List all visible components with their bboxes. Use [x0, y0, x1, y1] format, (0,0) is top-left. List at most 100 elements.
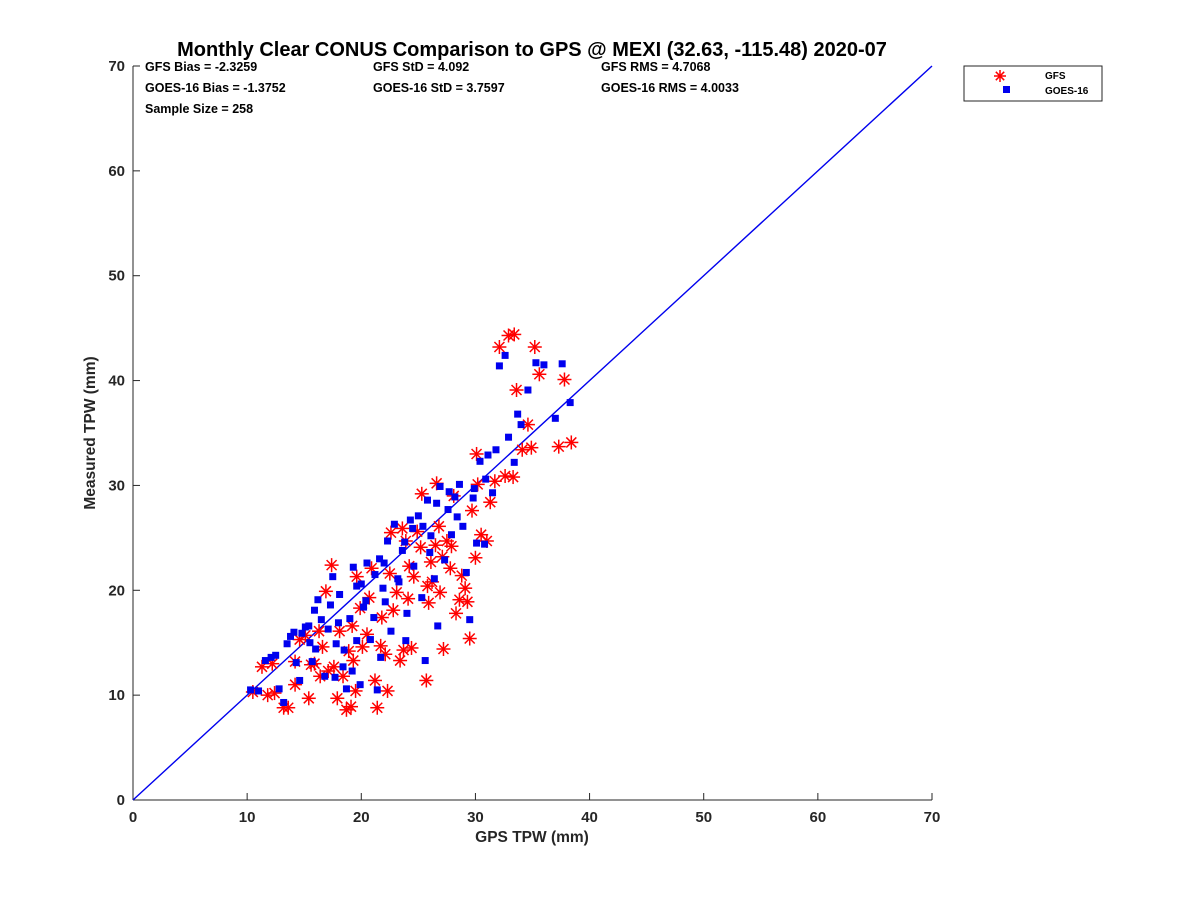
goes-point: [410, 562, 418, 570]
goes-point: [348, 667, 356, 675]
gfs-point: [301, 691, 316, 706]
goes-point: [353, 637, 361, 645]
gfs-point: [312, 624, 327, 639]
legend: GFS GOES-16: [963, 65, 1103, 102]
gfs-point: [458, 581, 473, 596]
goes-point: [272, 651, 280, 659]
goes-point: [532, 359, 540, 367]
goes-point: [444, 506, 452, 514]
goes-point: [455, 480, 463, 488]
goes-point: [453, 513, 461, 521]
x-tick-label: 60: [810, 809, 827, 826]
goes-point: [395, 578, 403, 586]
goes-point: [462, 568, 470, 576]
x-tick-label: 10: [239, 809, 256, 826]
goes-point: [317, 616, 325, 624]
goes-point: [349, 563, 357, 571]
gfs-point: [393, 653, 408, 668]
gfs-point: [524, 440, 539, 455]
x-tick-label: 70: [924, 809, 941, 826]
goes-point: [441, 556, 449, 564]
gfs-point: [330, 691, 345, 706]
gfs-point: [507, 327, 522, 342]
goes-point: [336, 590, 344, 598]
x-tick-label: 30: [467, 809, 484, 826]
x-axis-label: GPS TPW (mm): [475, 829, 589, 846]
goes-point: [339, 663, 347, 671]
gfs-point: [462, 631, 477, 646]
goes-point: [484, 451, 492, 459]
goes-point: [380, 559, 388, 567]
gfs-point: [483, 495, 498, 510]
gfs-point: [487, 474, 502, 489]
goes-point: [377, 653, 385, 661]
gfs-point: [515, 442, 530, 457]
gfs-point: [509, 383, 524, 398]
goes-point: [566, 399, 574, 407]
goes-point: [329, 573, 337, 581]
goes-point: [255, 687, 263, 695]
gfs-point: [551, 439, 566, 454]
goes-point: [418, 594, 426, 602]
goes-point: [379, 584, 387, 592]
goes-point: [540, 361, 548, 369]
x-tick-group: 0 10 20 30 40 50 60 70: [129, 793, 941, 826]
sample-size-text: Sample Size = 258: [145, 102, 253, 116]
goes-point: [366, 636, 374, 644]
y-tick-label: 60: [108, 163, 125, 180]
goes-point: [476, 457, 484, 465]
gfs-point: [520, 417, 535, 432]
gfs-point: [370, 700, 385, 715]
goes-point: [434, 622, 442, 630]
goes-point: [334, 619, 342, 627]
goes-point: [447, 531, 455, 539]
goes-point: [451, 493, 459, 501]
goes-point: [505, 433, 513, 441]
gfs-point: [367, 673, 382, 688]
goes-point: [362, 597, 370, 605]
legend-gfs-label: GFS: [1045, 71, 1066, 82]
goes-point: [482, 475, 490, 483]
goes-point: [492, 446, 500, 454]
gfs-point: [395, 521, 410, 536]
gfs-std-text: GFS StD = 4.092: [373, 60, 469, 74]
goes-point: [401, 538, 409, 546]
y-tick-group: 0 10 20 30 40 50 60 70: [108, 58, 140, 809]
goes-point: [430, 575, 438, 583]
goes-point: [290, 628, 298, 636]
gfs-point: [419, 673, 434, 688]
y-tick-label: 20: [108, 582, 125, 599]
goes-point: [551, 414, 559, 422]
goes-point: [280, 698, 288, 706]
gfs-point: [492, 340, 507, 355]
goes-point: [308, 658, 316, 666]
gfs-point: [452, 592, 467, 607]
gfs-point: [460, 594, 475, 609]
goes-point: [373, 686, 381, 694]
goes-point: [342, 685, 350, 693]
scatter-points: [245, 327, 579, 717]
gfs-point: [326, 659, 341, 674]
goes-point: [324, 625, 332, 633]
gfs-point: [346, 653, 361, 668]
gfs-point: [557, 372, 572, 387]
goes-point: [292, 659, 300, 667]
goes-point: [326, 601, 334, 609]
goes-point: [495, 362, 503, 370]
goes-std-text: GOES-16 StD = 3.7597: [373, 81, 505, 95]
gfs-point: [527, 340, 542, 355]
gfs-point: [380, 683, 395, 698]
one-to-one-line: [132, 65, 933, 801]
gfs-point: [332, 624, 347, 639]
goes-point: [390, 520, 398, 528]
gfs-point: [382, 566, 397, 581]
goes-point: [402, 637, 410, 645]
goes-point: [481, 540, 489, 548]
goes-point: [558, 360, 566, 368]
goes-point: [398, 546, 406, 554]
goes-point: [381, 598, 389, 606]
gfs-point: [436, 642, 451, 657]
goes-point: [469, 494, 477, 502]
goes-point: [363, 559, 371, 567]
